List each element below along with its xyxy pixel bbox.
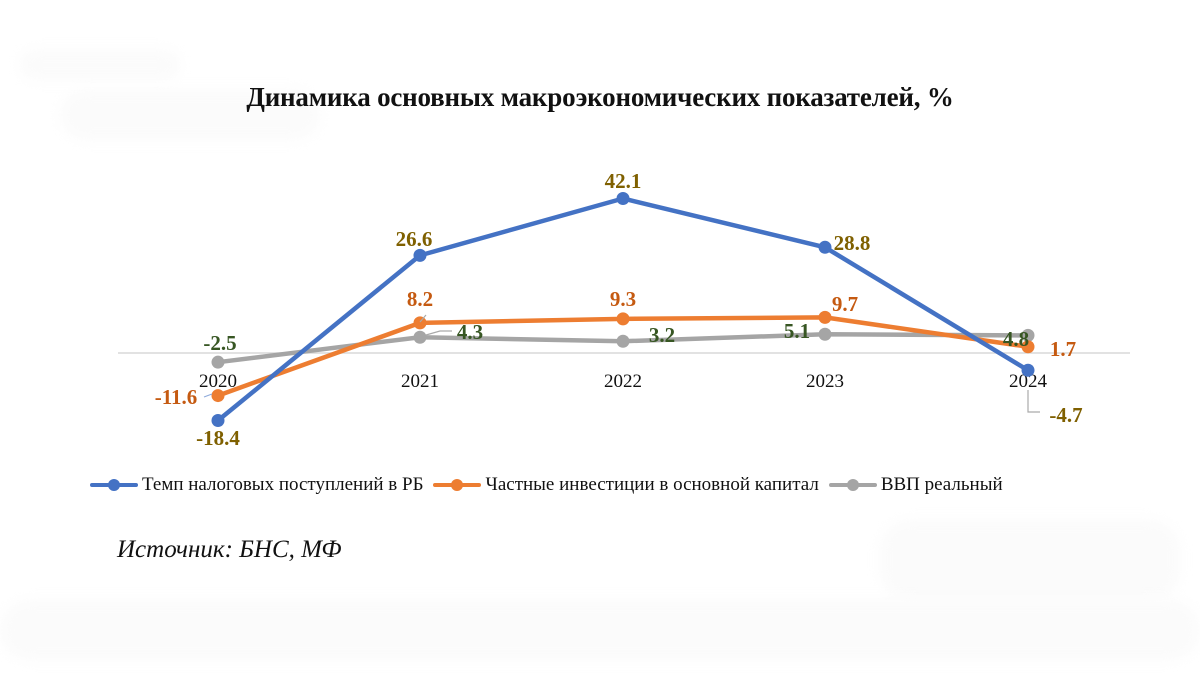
legend-label: Темп налоговых поступлений в РБ [142, 474, 424, 495]
legend-line-marker-icon [90, 478, 138, 492]
data-label: -4.7 [1049, 403, 1082, 427]
data-label: -11.6 [155, 385, 198, 409]
source-note: Источник: БНС, МФ [117, 536, 342, 563]
legend-line-marker-icon [828, 478, 877, 492]
data-point-marker [1021, 328, 1035, 342]
data-point-marker [211, 389, 225, 403]
x-axis-tick-label: 2021 [401, 371, 439, 392]
data-label: 4.8 [1003, 327, 1029, 351]
data-point-marker [616, 191, 630, 205]
data-point-marker [1021, 363, 1035, 377]
label-leader-line [419, 314, 427, 323]
data-label: 28.8 [834, 231, 871, 255]
background-smudge [60, 90, 320, 140]
data-label: 9.3 [610, 287, 636, 311]
data-label: 42.1 [605, 169, 642, 193]
data-label: 1.7 [1050, 337, 1076, 361]
data-label: 26.6 [396, 227, 433, 251]
data-point-marker [1021, 340, 1035, 354]
data-label: 8.2 [407, 287, 433, 311]
x-axis-tick-label: 2022 [604, 371, 642, 392]
data-point-marker [616, 312, 630, 326]
chart-legend: Темп налоговых поступлений в РБ Частные … [90, 474, 1013, 496]
x-axis-tick-label: 2023 [806, 371, 844, 392]
data-label: 4.3 [457, 320, 483, 344]
legend-label: ВВП реальный [880, 474, 1003, 495]
legend-line-marker-icon [433, 478, 482, 492]
legend-label: Частные инвестиции в основной капитал [485, 474, 819, 495]
data-point-marker [818, 310, 832, 324]
legend-item-tax-revenue[interactable]: Темп налоговых поступлений в РБ [90, 474, 423, 496]
data-point-marker [413, 248, 427, 262]
data-label: 9.7 [832, 292, 858, 316]
background-smudge [20, 50, 180, 80]
data-point-marker [818, 327, 832, 341]
x-axis-tick-label: 2020 [199, 371, 237, 392]
data-label: 3.2 [649, 323, 675, 347]
data-point-marker [413, 330, 427, 344]
label-leader-line [425, 330, 452, 336]
background-smudge [0, 600, 1200, 660]
label-leader-line [1027, 390, 1040, 413]
data-point-marker [413, 316, 427, 330]
legend-item-private-investment[interactable]: Частные инвестиции в основной капитал [433, 474, 819, 496]
data-point-marker [616, 334, 630, 348]
data-label: 5.1 [784, 319, 810, 343]
data-label: -2.5 [203, 331, 236, 355]
chart-title: Динамика основных макроэкономических пок… [246, 82, 954, 112]
data-point-marker [818, 240, 832, 254]
background-smudge [880, 520, 1180, 600]
label-leader-line [203, 393, 213, 398]
legend-item-real-gdp[interactable]: ВВП реальный [828, 474, 1003, 496]
data-point-marker [211, 414, 225, 428]
data-point-marker [211, 355, 225, 369]
x-axis-tick-label: 2024 [1009, 371, 1048, 392]
data-label: -18.4 [196, 426, 240, 450]
